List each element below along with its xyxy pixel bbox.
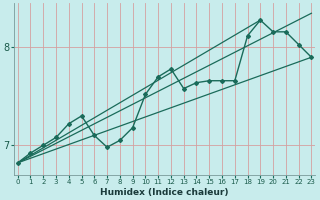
X-axis label: Humidex (Indice chaleur): Humidex (Indice chaleur) <box>100 188 229 197</box>
